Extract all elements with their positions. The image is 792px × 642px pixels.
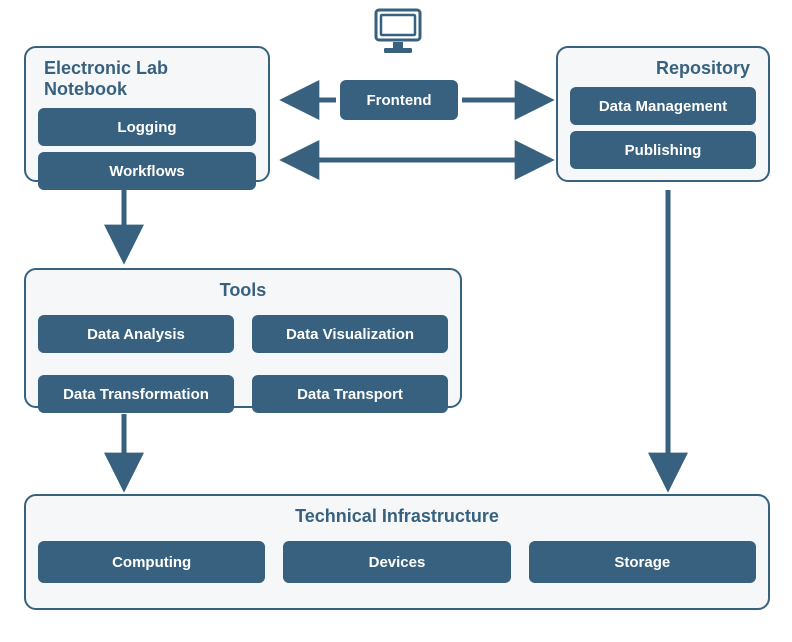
infra-item-computing: Computing [38, 541, 265, 583]
tools-item-transform: Data Transformation [38, 375, 234, 413]
eln-item-logging: Logging [38, 108, 256, 146]
repo-item-data-mgmt-label: Data Management [599, 98, 727, 115]
tools-item-analysis: Data Analysis [38, 315, 234, 353]
tools-item-analysis-label: Data Analysis [87, 326, 185, 343]
eln-title: Electronic Lab Notebook [38, 58, 256, 100]
tools-item-transport: Data Transport [252, 375, 448, 413]
tools-panel: Tools Data Analysis Data Visualization D… [24, 268, 462, 408]
infra-item-storage: Storage [529, 541, 756, 583]
frontend-node: Frontend [340, 80, 458, 120]
tools-title: Tools [38, 280, 448, 301]
infra-panel: Technical Infrastructure Computing Devic… [24, 494, 770, 610]
tools-item-viz: Data Visualization [252, 315, 448, 353]
infra-item-devices: Devices [283, 541, 510, 583]
tools-item-transport-label: Data Transport [297, 386, 403, 403]
computer-icon [368, 8, 428, 56]
eln-panel: Electronic Lab Notebook Logging Workflow… [24, 46, 270, 182]
infra-title: Technical Infrastructure [38, 506, 756, 527]
tools-item-viz-label: Data Visualization [286, 326, 414, 343]
repository-panel: Repository Data Management Publishing [556, 46, 770, 182]
frontend-label: Frontend [367, 92, 432, 109]
eln-item-workflows: Workflows [38, 152, 256, 190]
eln-item-workflows-label: Workflows [109, 163, 185, 180]
infra-item-computing-label: Computing [112, 554, 191, 571]
repository-title: Repository [570, 58, 756, 79]
eln-item-logging-label: Logging [117, 119, 176, 136]
infra-item-devices-label: Devices [369, 554, 426, 571]
repo-item-publishing-label: Publishing [625, 142, 702, 159]
repo-item-publishing: Publishing [570, 131, 756, 169]
repo-item-data-mgmt: Data Management [570, 87, 756, 125]
tools-item-transform-label: Data Transformation [63, 386, 209, 403]
infra-item-storage-label: Storage [614, 554, 670, 571]
